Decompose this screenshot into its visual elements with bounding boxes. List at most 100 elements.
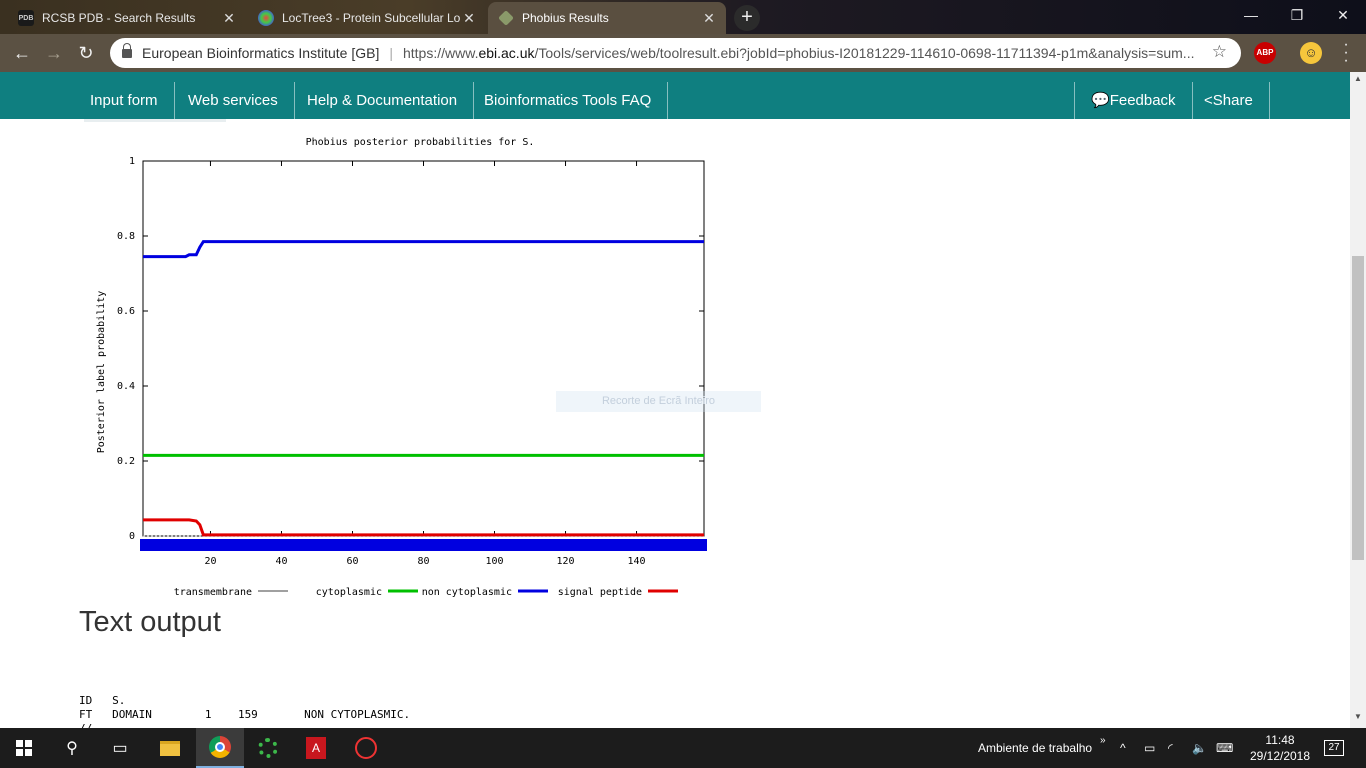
close-tab-icon[interactable]: ✕ bbox=[223, 9, 235, 26]
adblock-icon[interactable]: ABP bbox=[1254, 42, 1276, 64]
residue-marker bbox=[370, 539, 377, 551]
residue-marker bbox=[647, 539, 654, 551]
loctree-favicon-icon bbox=[258, 10, 274, 26]
residue-marker bbox=[271, 539, 278, 551]
residue-marker bbox=[605, 539, 612, 551]
share-icon: < bbox=[1204, 92, 1213, 109]
nav-web-services[interactable]: Web services bbox=[172, 82, 295, 119]
residue-marker bbox=[143, 539, 150, 551]
text-output-heading: Text output bbox=[79, 606, 221, 638]
residue-marker bbox=[441, 539, 448, 551]
toolbar-expand-icon[interactable]: » bbox=[1100, 734, 1106, 746]
residue-marker bbox=[434, 539, 441, 551]
spider-app-icon[interactable] bbox=[342, 728, 390, 768]
residue-marker bbox=[573, 539, 580, 551]
battery-icon[interactable]: ▭ bbox=[1144, 741, 1156, 755]
search-icon[interactable]: ⚲ bbox=[66, 740, 78, 757]
residue-marker bbox=[296, 539, 303, 551]
x-tick-label: 100 bbox=[485, 556, 503, 567]
divider: | bbox=[389, 45, 393, 61]
keyboard-icon[interactable]: ⌨ bbox=[1216, 741, 1234, 755]
acrobat-icon[interactable]: A bbox=[292, 728, 340, 768]
nav-help-documentation[interactable]: Help & Documentation bbox=[291, 82, 475, 119]
residue-marker bbox=[267, 539, 274, 551]
nav-input-form[interactable]: Input form bbox=[74, 82, 175, 119]
notifications-icon[interactable]: 27 bbox=[1324, 728, 1344, 768]
back-button[interactable]: ← bbox=[13, 43, 31, 63]
app-ring-icon[interactable] bbox=[244, 728, 292, 768]
residue-marker bbox=[480, 539, 487, 551]
new-tab-button[interactable]: + bbox=[734, 5, 760, 31]
forward-button[interactable]: → bbox=[45, 43, 63, 63]
residue-marker bbox=[629, 539, 636, 551]
menu-icon[interactable]: · · · bbox=[1343, 36, 1349, 69]
tab-phobius-results[interactable]: Phobius Results ✕ bbox=[488, 2, 726, 34]
residue-marker bbox=[661, 539, 668, 551]
address-bar[interactable]: European Bioinformatics Institute [GB] |… bbox=[110, 38, 1241, 68]
file-explorer-icon[interactable] bbox=[146, 728, 194, 768]
chrome-icon[interactable] bbox=[196, 728, 244, 768]
residue-marker bbox=[203, 539, 210, 551]
share-button[interactable]: <Share bbox=[1188, 82, 1270, 119]
close-tab-icon[interactable]: ✕ bbox=[463, 9, 475, 26]
close-tab-icon[interactable]: ✕ bbox=[703, 9, 715, 26]
bookmark-star-icon[interactable]: ☆ bbox=[1211, 42, 1227, 61]
residue-marker bbox=[669, 539, 676, 551]
scroll-down-arrow-icon[interactable]: ▼ bbox=[1354, 712, 1362, 721]
residue-marker bbox=[502, 539, 509, 551]
residue-marker bbox=[214, 539, 221, 551]
close-window-button[interactable]: ✕ bbox=[1337, 7, 1349, 23]
residue-marker bbox=[534, 539, 541, 551]
residue-marker bbox=[342, 539, 349, 551]
residue-marker bbox=[260, 539, 267, 551]
browser-titlebar: PDB RCSB PDB - Search Results ✕ LocTree3… bbox=[0, 0, 1366, 34]
residue-marker bbox=[701, 539, 707, 551]
tray-chevron-up-icon[interactable]: ^ bbox=[1120, 741, 1126, 755]
residue-marker bbox=[377, 539, 384, 551]
x-tick-label: 20 bbox=[204, 556, 216, 567]
residue-marker bbox=[466, 539, 473, 551]
y-tick-label: 0.2 bbox=[117, 456, 135, 467]
residue-marker bbox=[612, 539, 619, 551]
page-scrollbar[interactable]: ▲ ▼ bbox=[1350, 72, 1366, 728]
clock[interactable]: 11:48 29/12/2018 bbox=[1250, 728, 1310, 768]
wifi-icon[interactable]: ◜ bbox=[1168, 741, 1173, 755]
series-line-non-cytoplasmic bbox=[143, 240, 704, 259]
residue-marker bbox=[427, 539, 434, 551]
residue-marker bbox=[246, 539, 253, 551]
site-navigation: Input form Web services Help & Documenta… bbox=[0, 72, 1350, 119]
y-tick-label: 1 bbox=[129, 156, 135, 167]
residue-marker bbox=[477, 539, 484, 551]
residue-marker bbox=[157, 539, 164, 551]
url-text[interactable]: https://www.ebi.ac.uk/Tools/services/web… bbox=[403, 45, 1203, 61]
tab-loctree3[interactable]: LocTree3 - Protein Subcellular Lo ✕ bbox=[248, 2, 486, 34]
x-tick-label: 60 bbox=[346, 556, 358, 567]
scroll-up-arrow-icon[interactable]: ▲ bbox=[1354, 74, 1362, 83]
tab-rcsb-pdb[interactable]: PDB RCSB PDB - Search Results ✕ bbox=[8, 2, 246, 34]
windows-start-icon[interactable] bbox=[0, 728, 48, 768]
task-view-icon[interactable]: ▭ bbox=[112, 740, 128, 757]
minimize-button[interactable]: — bbox=[1244, 7, 1258, 23]
residue-marker bbox=[253, 539, 260, 551]
residue-marker bbox=[147, 539, 154, 551]
residue-marker bbox=[196, 539, 203, 551]
feedback-button[interactable]: 💬Feedback bbox=[1074, 82, 1193, 119]
residue-marker bbox=[523, 539, 530, 551]
windows-taskbar: ⚲ ▭ A Ambiente de trabalho » ^ ▭ ◜ 🔈 ⌨ 1… bbox=[0, 728, 1366, 768]
reload-button[interactable]: ↻ bbox=[78, 43, 94, 63]
desktop-toolbar-label[interactable]: Ambiente de trabalho bbox=[978, 741, 1093, 755]
volume-icon[interactable]: 🔈 bbox=[1192, 741, 1207, 755]
residue-marker bbox=[331, 539, 338, 551]
y-tick-label: 0.8 bbox=[117, 231, 135, 242]
tab-title: Phobius Results bbox=[522, 11, 609, 25]
lock-icon bbox=[122, 42, 132, 58]
nav-tools-faq[interactable]: Bioinformatics Tools FAQ bbox=[468, 82, 669, 119]
residue-marker bbox=[218, 539, 225, 551]
residue-marker bbox=[431, 539, 438, 551]
restore-button[interactable]: ❐ bbox=[1290, 7, 1304, 23]
scrollbar-thumb[interactable] bbox=[1352, 256, 1364, 560]
residue-marker bbox=[250, 539, 257, 551]
emoji-extension-icon[interactable]: ☺ bbox=[1300, 42, 1322, 64]
residue-marker bbox=[413, 539, 420, 551]
residue-marker bbox=[306, 539, 313, 551]
